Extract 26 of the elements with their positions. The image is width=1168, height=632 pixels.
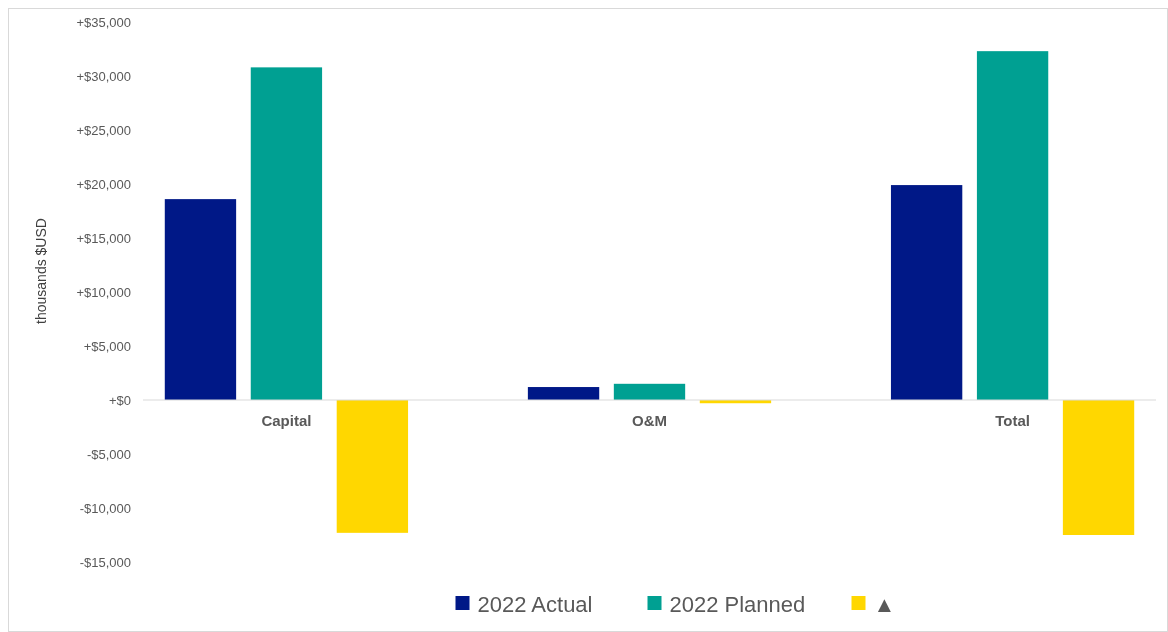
bar xyxy=(976,51,1049,400)
y-tick-label: -$15,000 xyxy=(79,554,131,570)
y-tick-label: +$15,000 xyxy=(76,230,131,246)
bar xyxy=(250,67,323,400)
y-tick-label: +$20,000 xyxy=(76,176,131,192)
x-tick-label: Total xyxy=(995,412,1030,429)
x-tick-label: Capital xyxy=(261,412,312,429)
bar xyxy=(164,199,237,400)
bar xyxy=(1062,400,1135,535)
y-tick-label: +$30,000 xyxy=(76,68,131,84)
legend-label: 2022 Planned xyxy=(669,591,806,617)
y-axis-title: thousands $USD xyxy=(33,218,49,324)
bar xyxy=(527,387,600,400)
y-tick-label: +$0 xyxy=(108,392,131,408)
y-tick-label: +$5,000 xyxy=(83,338,131,354)
y-tick-label: -$10,000 xyxy=(79,500,131,516)
legend-label: ▲ xyxy=(873,591,896,617)
bar xyxy=(613,383,686,400)
legend-label: 2022 Actual xyxy=(477,591,593,617)
y-tick-label: +$10,000 xyxy=(76,284,131,300)
y-tick-label: -$5,000 xyxy=(86,446,131,462)
x-tick-label: O&M xyxy=(632,412,667,429)
y-tick-label: +$35,000 xyxy=(76,14,131,30)
y-tick-label: +$25,000 xyxy=(76,122,131,138)
bar xyxy=(890,185,963,400)
bar xyxy=(336,400,409,533)
